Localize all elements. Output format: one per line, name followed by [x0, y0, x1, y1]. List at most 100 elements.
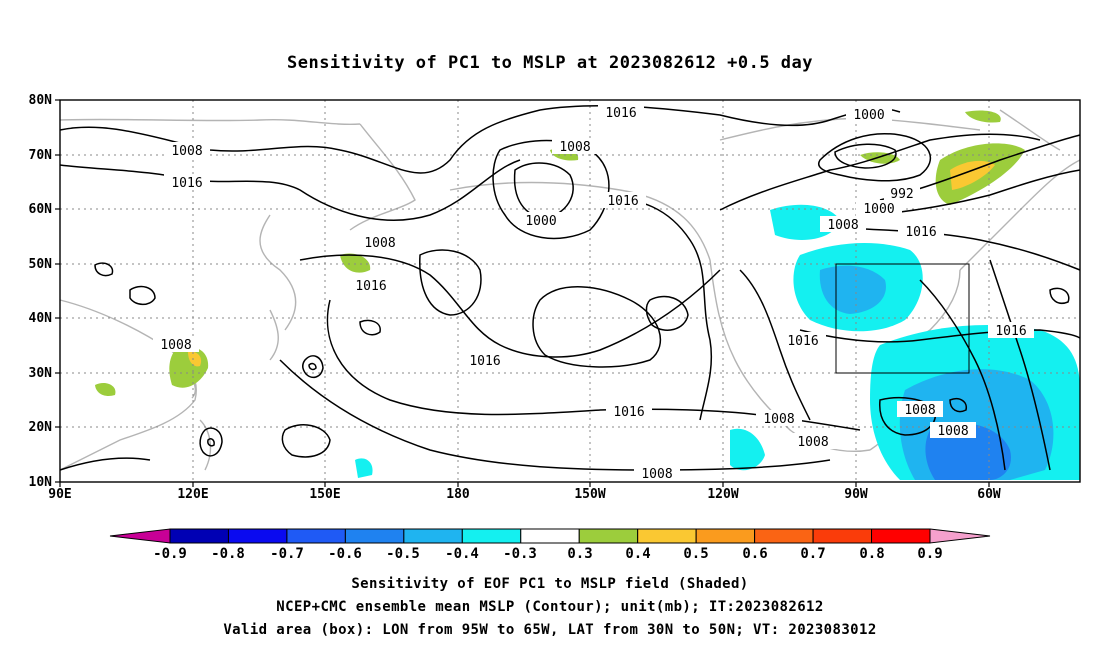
lat-tick-marks	[55, 99, 60, 483]
contour-label: 1016	[780, 332, 826, 349]
svg-text:1008: 1008	[641, 467, 672, 482]
svg-text:1016: 1016	[787, 334, 818, 349]
svg-text:1008: 1008	[937, 424, 968, 439]
shade-east-china-core	[188, 351, 202, 367]
korea-coast	[269, 309, 279, 361]
colorbar-segment	[578, 528, 639, 544]
svg-text:1016: 1016	[171, 176, 202, 191]
svg-text:992: 992	[890, 187, 913, 202]
footer-line-contour: NCEP+CMC ensemble mean MSLP (Contour); u…	[276, 599, 823, 615]
contour-label: 992	[884, 185, 920, 202]
shade-labrador-core	[950, 160, 995, 190]
japan-coast	[259, 214, 297, 331]
svg-text:1016: 1016	[355, 279, 386, 294]
svg-text:1008: 1008	[904, 403, 935, 418]
mslp-contours	[59, 104, 1081, 471]
colorbar-label: -0.6	[328, 546, 362, 562]
svg-text:1008: 1008	[827, 218, 858, 233]
colorbar-label: 0.6	[742, 546, 767, 562]
contour-label: 1008	[930, 422, 976, 439]
alaska-coast	[449, 181, 711, 261]
contour-label: 1008	[164, 142, 210, 159]
colorbar-segment	[871, 528, 931, 544]
lon-tick: 90W	[844, 487, 868, 502]
svg-text:1008: 1008	[559, 140, 590, 155]
contour-label: 1016	[348, 277, 394, 294]
colorbar-label: -0.9	[153, 546, 187, 562]
valid-area-box	[835, 263, 970, 374]
lat-tick: 10N	[29, 475, 53, 490]
contour-label: 1008	[897, 401, 943, 418]
colorbar-label: 0.3	[567, 546, 592, 562]
lon-tick-marks	[59, 482, 990, 487]
colorbar-segment	[812, 528, 873, 544]
lon-tick: 120E	[177, 487, 208, 502]
footer-line-shading: Sensitivity of EOF PC1 to MSLP field (Sh…	[351, 576, 748, 592]
colorbar-label: 0.4	[625, 546, 650, 562]
lat-tick: 30N	[29, 366, 53, 381]
lat-tick: 50N	[29, 257, 53, 272]
map-frame	[59, 99, 1081, 483]
lat-tick: 20N	[29, 420, 53, 435]
lon-tick: 120W	[707, 487, 738, 502]
contour-label: 1016	[462, 352, 508, 369]
svg-text:1008: 1008	[364, 236, 395, 251]
lon-tick: 150E	[309, 487, 340, 502]
lat-tick: 40N	[29, 311, 53, 326]
shade-mexico	[730, 428, 765, 471]
greenland-coast	[999, 109, 1061, 151]
svg-text:1016: 1016	[905, 225, 936, 240]
colorbar-segment	[169, 528, 229, 544]
colorbar-label: -0.3	[503, 546, 537, 562]
svg-text:1008: 1008	[797, 435, 828, 450]
svg-text:1016: 1016	[605, 106, 636, 121]
svg-text:1000: 1000	[863, 202, 894, 217]
svg-text:1008: 1008	[171, 144, 202, 159]
lat-axis: 80N 70N 60N 50N 40N 30N 20N 10N	[29, 93, 53, 490]
sensitivity-shading	[95, 110, 1080, 480]
canada-east-coast	[959, 159, 1081, 271]
svg-text:1016: 1016	[469, 354, 500, 369]
shade-pacific-small	[355, 458, 373, 478]
map-title: Sensitivity of PC1 to MSLP at 2023082612…	[287, 53, 813, 73]
colorbar-label: 0.5	[683, 546, 708, 562]
colorbar-segment	[637, 528, 697, 544]
colorbar-segment	[520, 528, 580, 544]
colorbar-segments	[169, 528, 931, 544]
lat-tick: 70N	[29, 148, 53, 163]
contour-label: 1008	[820, 216, 866, 233]
svg-text:1000: 1000	[525, 214, 556, 229]
contour-label: 1016	[606, 403, 652, 420]
lon-tick: 150W	[574, 487, 605, 502]
contour-label: 1008	[634, 465, 680, 482]
colorbar-labels: -0.9 -0.8 -0.7 -0.6 -0.5 -0.4 -0.3 0.3 0…	[153, 546, 943, 562]
svg-text:1000: 1000	[853, 108, 884, 123]
colorbar-label: -0.7	[270, 546, 304, 562]
colorbar-label: -0.8	[211, 546, 245, 562]
colorbar-high-arrow	[929, 528, 991, 544]
contour-label: 1008	[357, 234, 403, 251]
lat-tick: 60N	[29, 202, 53, 217]
svg-text:1008: 1008	[763, 412, 794, 427]
contour-label: 1016	[600, 192, 646, 209]
colorbar-label: 0.9	[917, 546, 942, 562]
colorbar-segment	[286, 528, 346, 544]
lon-tick: 90E	[48, 487, 71, 502]
grid-lines	[60, 100, 1080, 482]
colorbar-segment	[754, 528, 814, 544]
contour-label: 1008	[552, 138, 598, 155]
shade-kamchatka	[340, 253, 371, 273]
footer-line-valid-area: Valid area (box): LON from 95W to 65W, L…	[223, 622, 876, 638]
colorbar-segment	[403, 528, 463, 544]
philippines-coast	[199, 419, 212, 471]
lon-axis: 90E 120E 150E 180 150W 120W 90W 60W	[48, 487, 1001, 502]
contour-label: 1000	[846, 106, 892, 123]
contour-label: 1008	[153, 336, 199, 353]
footer: Sensitivity of EOF PC1 to MSLP field (Sh…	[223, 576, 876, 638]
contour-label: 1000	[856, 200, 902, 217]
contour-labels: 1016 1000 1008 1016 1008 1000 1016 1008 …	[153, 104, 1034, 482]
colorbar: -0.9 -0.8 -0.7 -0.6 -0.5 -0.4 -0.3 0.3 0…	[109, 528, 991, 562]
colorbar-low-arrow	[109, 528, 171, 544]
contour-label: 1008	[790, 433, 836, 450]
